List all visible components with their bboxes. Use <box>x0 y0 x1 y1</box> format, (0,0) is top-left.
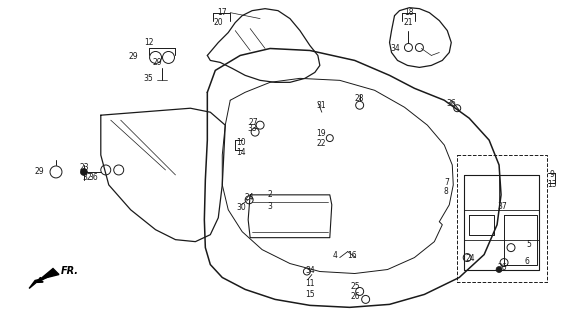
Text: 34: 34 <box>305 266 315 275</box>
Text: 29: 29 <box>129 52 138 61</box>
Text: 33: 33 <box>247 124 257 132</box>
Text: 34: 34 <box>391 44 400 53</box>
Text: 4: 4 <box>332 251 337 260</box>
Text: 26: 26 <box>497 263 507 272</box>
Text: 2: 2 <box>268 190 272 199</box>
Text: 20: 20 <box>213 18 223 27</box>
Text: 12: 12 <box>144 38 153 47</box>
Text: 29: 29 <box>34 167 44 176</box>
Text: 11: 11 <box>305 279 315 288</box>
Text: 23: 23 <box>79 164 88 172</box>
Text: 13: 13 <box>547 180 557 189</box>
Text: FR.: FR. <box>61 266 79 276</box>
Text: 24: 24 <box>466 254 475 263</box>
Text: 15: 15 <box>305 290 315 299</box>
Text: 6: 6 <box>524 257 530 266</box>
Text: 14: 14 <box>236 148 246 156</box>
Text: 17: 17 <box>218 8 227 17</box>
Text: 36: 36 <box>88 173 98 182</box>
Text: 28: 28 <box>355 94 365 103</box>
Text: 30: 30 <box>236 203 246 212</box>
Text: 16: 16 <box>347 251 357 260</box>
Text: 27: 27 <box>248 118 258 127</box>
Text: 29: 29 <box>153 58 162 67</box>
Text: 35: 35 <box>143 74 154 83</box>
Text: 37: 37 <box>497 202 507 211</box>
Text: 9: 9 <box>549 171 555 180</box>
Text: 24: 24 <box>244 193 254 202</box>
Text: 3: 3 <box>268 202 273 211</box>
Text: 25: 25 <box>351 282 361 291</box>
Circle shape <box>496 267 502 273</box>
Text: 5: 5 <box>527 240 531 249</box>
Text: 31: 31 <box>316 101 325 110</box>
Text: 10: 10 <box>236 138 246 147</box>
Text: 22: 22 <box>316 139 325 148</box>
Text: 8: 8 <box>444 188 448 196</box>
Text: 19: 19 <box>316 129 325 138</box>
Text: 32: 32 <box>82 173 92 182</box>
Text: 7: 7 <box>444 179 448 188</box>
Text: 18: 18 <box>404 8 413 17</box>
Polygon shape <box>29 268 59 288</box>
Text: 21: 21 <box>404 18 413 27</box>
Text: 26: 26 <box>351 292 361 301</box>
Circle shape <box>81 168 87 175</box>
Text: 36: 36 <box>446 99 456 108</box>
